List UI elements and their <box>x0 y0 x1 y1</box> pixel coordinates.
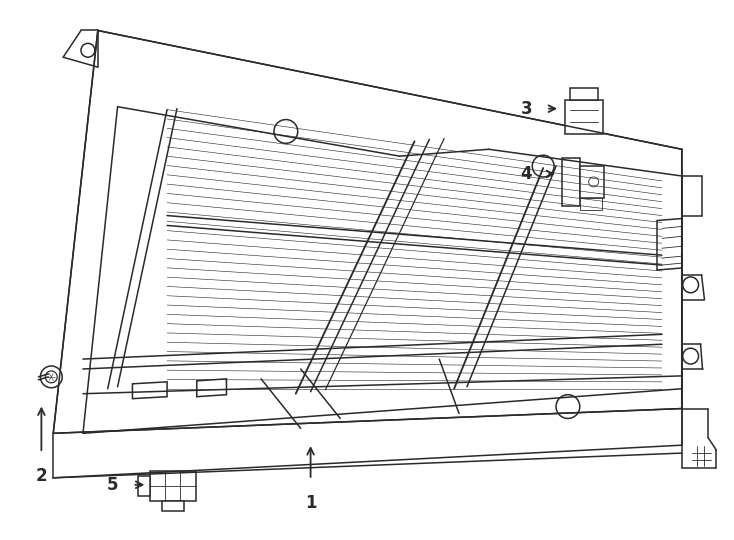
Circle shape <box>40 366 62 388</box>
Polygon shape <box>162 501 184 510</box>
Text: 3: 3 <box>520 100 532 118</box>
Polygon shape <box>562 158 580 206</box>
Polygon shape <box>54 30 682 433</box>
Polygon shape <box>580 166 603 198</box>
Polygon shape <box>570 88 597 100</box>
Text: 1: 1 <box>305 494 316 511</box>
Polygon shape <box>132 382 167 399</box>
Polygon shape <box>565 100 603 134</box>
Text: 2: 2 <box>35 467 47 485</box>
Text: 4: 4 <box>520 165 532 183</box>
Polygon shape <box>580 198 602 210</box>
Polygon shape <box>197 379 227 397</box>
Polygon shape <box>150 471 196 501</box>
Text: 5: 5 <box>107 476 118 494</box>
Polygon shape <box>139 476 150 496</box>
